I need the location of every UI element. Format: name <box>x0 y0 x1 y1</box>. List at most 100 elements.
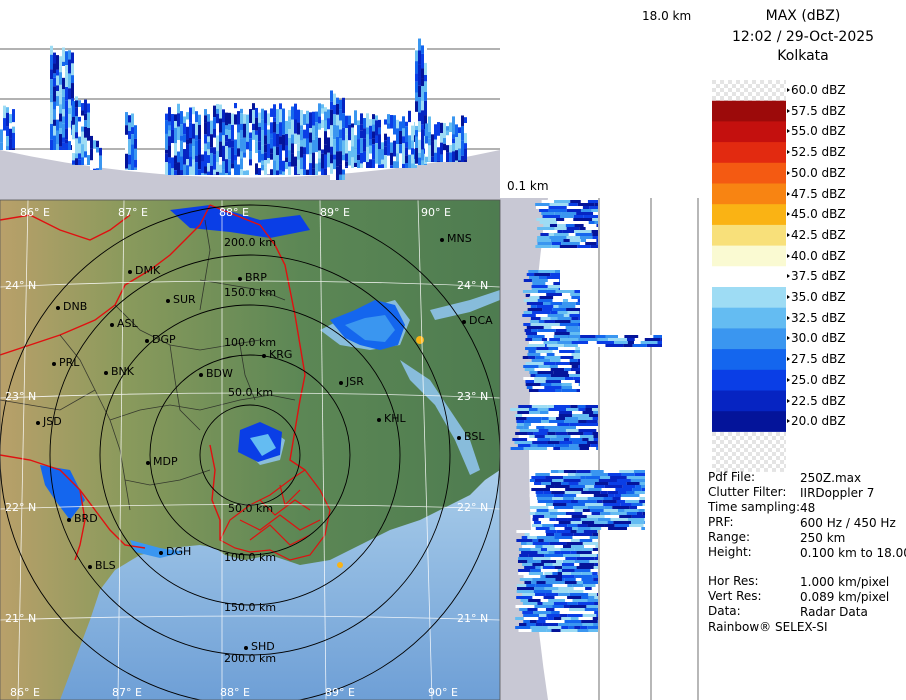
profile-echo-cell <box>342 127 345 141</box>
profile-echo-cell <box>393 119 396 135</box>
profile-echo-cell <box>526 542 533 545</box>
profile-echo-cell <box>576 494 594 497</box>
profile-echo-cell <box>532 282 546 285</box>
profile-echo-cell <box>641 488 645 491</box>
profile-echo-cell <box>96 140 99 148</box>
lon-label: 86° E <box>20 206 50 219</box>
profile-echo-cell <box>360 113 363 125</box>
profile-echo-cell <box>552 503 567 506</box>
profile-echo-cell <box>207 163 210 172</box>
profile-echo-cell <box>530 320 539 323</box>
profile-echo-cell <box>594 221 598 224</box>
profile-echo-cell <box>315 126 318 137</box>
profile-echo-cell <box>539 614 547 617</box>
profile-echo-cell <box>530 374 536 377</box>
profile-echo-cell <box>544 587 559 590</box>
profile-echo-cell <box>240 158 243 170</box>
profile-echo-cell <box>551 629 561 632</box>
info-value: 0.089 km/pixel <box>800 590 890 604</box>
profile-echo-cell <box>518 572 529 575</box>
profile-echo-cell <box>535 566 541 569</box>
profile-echo-cell <box>464 133 467 144</box>
profile-echo-cell <box>0 129 3 143</box>
profile-echo-cell <box>538 365 550 368</box>
profile-echo-cell <box>237 148 240 157</box>
profile-echo-cell <box>440 117 443 123</box>
profile-echo-cell <box>594 596 598 599</box>
profile-echo-cell <box>535 206 549 209</box>
product-datetime: 12:02 / 29-Oct-2025 <box>731 29 875 45</box>
profile-echo-cell <box>546 293 562 296</box>
profile-echo-cell <box>452 151 455 162</box>
profile-echo-cell <box>339 109 342 121</box>
profile-echo-cell <box>225 129 228 135</box>
profile-echo-cell <box>582 623 594 626</box>
profile-echo-cell <box>240 138 243 152</box>
profile-echo-cell <box>518 435 530 438</box>
profile-echo-cell <box>461 140 464 156</box>
profile-echo-cell <box>258 162 261 169</box>
profile-echo-cell <box>587 524 605 527</box>
profile-echo-cell <box>527 560 537 563</box>
profile-echo-cell <box>93 168 96 170</box>
profile-echo-cell <box>538 320 545 323</box>
profile-echo-cell <box>128 164 131 170</box>
profile-echo-cell <box>563 479 581 482</box>
profile-echo-cell <box>586 515 605 518</box>
profile-echo-cell <box>309 132 312 143</box>
profile-echo-cell <box>351 146 354 158</box>
profile-echo-cell <box>12 122 15 127</box>
profile-echo-cell <box>261 160 264 165</box>
profile-echo-cell <box>387 123 390 129</box>
profile-echo-cell <box>270 122 273 134</box>
city-label: BDW <box>206 367 233 380</box>
profile-echo-cell <box>531 359 551 362</box>
profile-echo-cell <box>566 308 580 311</box>
profile-echo-cell <box>177 113 180 127</box>
profile-echo-cell <box>237 124 240 133</box>
profile-echo-cell <box>568 371 576 374</box>
profile-echo-cell <box>270 153 273 160</box>
profile-echo-cell <box>585 408 592 411</box>
profile-echo-cell <box>568 626 575 629</box>
profile-echo-cell <box>452 143 455 152</box>
profile-echo-cell <box>567 524 578 527</box>
profile-echo-cell <box>554 566 562 569</box>
profile-echo-cell <box>553 494 564 497</box>
profile-echo-cell <box>596 429 598 432</box>
city-label: DCA <box>469 314 493 327</box>
profile-echo-cell <box>561 533 574 536</box>
profile-echo-cell <box>405 163 408 168</box>
profile-echo-cell <box>515 414 523 417</box>
profile-echo-cell <box>638 509 644 512</box>
profile-echo-cell <box>573 533 593 536</box>
profile-echo-cell <box>564 368 571 371</box>
profile-echo-cell <box>574 509 583 512</box>
profile-echo-cell <box>291 166 294 175</box>
profile-echo-cell <box>312 152 315 169</box>
lat-label: 22° N <box>5 501 37 514</box>
profile-echo-cell <box>592 548 598 551</box>
profile-echo-cell <box>583 584 596 587</box>
profile-echo-cell <box>53 77 56 87</box>
profile-echo-cell <box>333 139 336 147</box>
profile-echo-cell <box>535 512 550 515</box>
profile-echo-cell <box>544 572 553 575</box>
profile-echo-cell <box>530 323 549 326</box>
profile-echo-cell <box>580 479 599 482</box>
profile-echo-cell <box>571 365 579 368</box>
profile-echo-cell <box>53 109 56 120</box>
profile-echo-cell <box>593 566 598 569</box>
profile-echo-cell <box>544 356 561 359</box>
profile-echo-cell <box>550 488 566 491</box>
profile-echo-cell <box>613 521 632 524</box>
profile-echo-cell <box>12 109 15 123</box>
profile-echo-cell <box>589 560 598 563</box>
legend-swatch <box>712 328 786 350</box>
profile-echo-cell <box>68 107 71 115</box>
profile-echo-cell <box>321 113 324 120</box>
profile-echo-cell <box>279 122 282 137</box>
profile-echo-cell <box>620 497 640 500</box>
